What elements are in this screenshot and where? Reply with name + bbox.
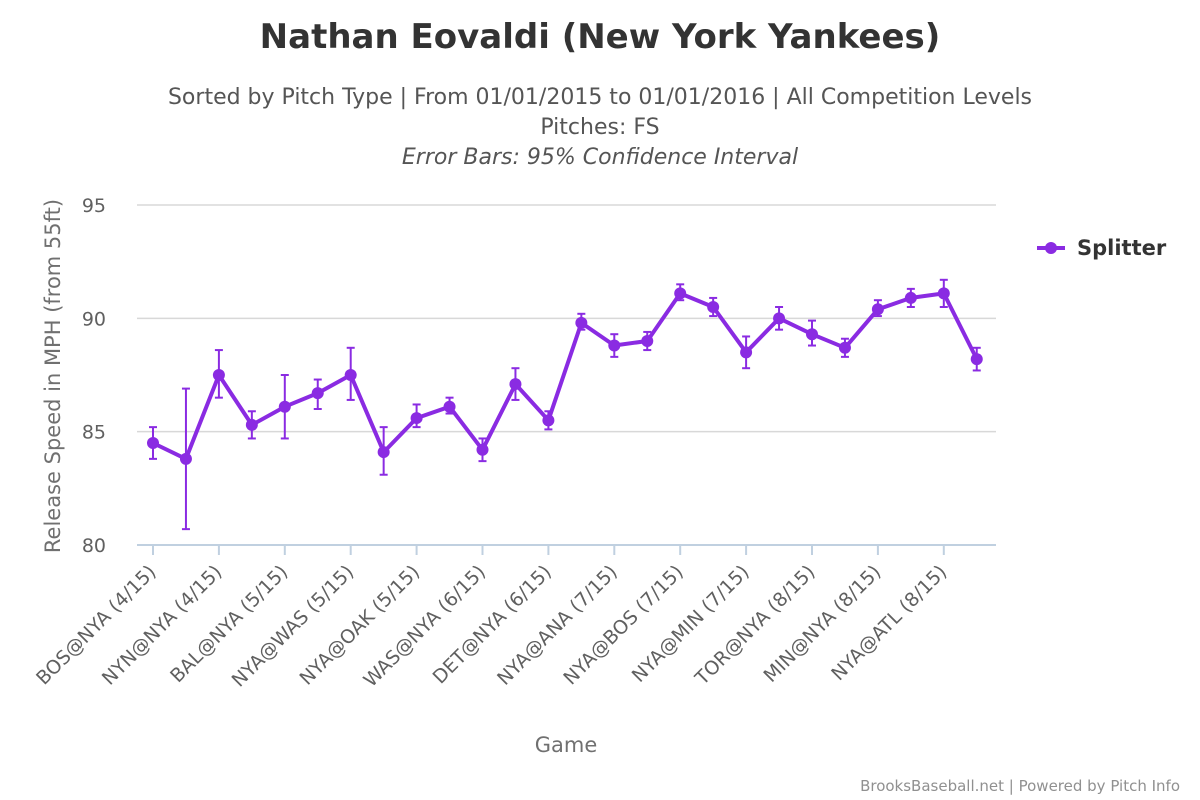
data-point[interactable] — [278, 400, 291, 413]
legend-item-splitter[interactable]: Splitter — [1077, 236, 1167, 260]
data-point[interactable] — [773, 312, 786, 325]
data-point[interactable] — [707, 301, 720, 313]
chart-subtitle-line-3: Error Bars: 95% Confidence Interval — [402, 145, 798, 170]
x-tick-label: WAS@NYA (6/15) — [359, 561, 490, 692]
data-point[interactable] — [575, 316, 588, 329]
plot-area — [147, 278, 983, 531]
y-axis-ticks: 80 85 90 95 — [82, 195, 106, 557]
data-point[interactable] — [212, 369, 225, 381]
x-tick-label: NYN@NYA (4/15) — [98, 561, 227, 690]
x-tick-label: NYA@ANA (7/15) — [493, 561, 622, 690]
data-point[interactable] — [542, 414, 555, 427]
x-tick-label: NYA@OAK (5/15) — [295, 561, 424, 690]
data-point[interactable] — [377, 446, 390, 459]
x-tick-label: DET@NYA (6/15) — [429, 561, 556, 688]
x-tick-label: MIN@NYA (8/15) — [760, 561, 886, 687]
data-point[interactable] — [443, 400, 456, 413]
data-point[interactable] — [838, 341, 851, 354]
data-point[interactable] — [311, 387, 324, 400]
data-point[interactable] — [806, 328, 818, 341]
x-tick-label: BOS@NYA (4/15) — [32, 561, 160, 689]
data-point[interactable] — [641, 335, 654, 347]
chart-subtitle-line-1: Sorted by Pitch Type | From 01/01/2015 t… — [168, 85, 1032, 110]
data-point[interactable] — [410, 412, 423, 425]
data-point[interactable] — [937, 287, 950, 300]
x-axis-ticks: BOS@NYA (4/15)NYN@NYA (4/15)BAL@NYA (5/1… — [32, 545, 951, 692]
data-point[interactable] — [476, 443, 489, 456]
data-point[interactable] — [871, 303, 884, 316]
x-tick-label: NYA@ATL (8/15) — [827, 561, 951, 685]
data-point[interactable] — [509, 378, 522, 391]
x-tick-label: BAL@NYA (5/15) — [166, 561, 292, 687]
data-point[interactable] — [608, 339, 621, 352]
x-axis-title: Game — [535, 733, 598, 757]
y-tick-label: 80 — [82, 535, 106, 557]
data-point[interactable] — [970, 353, 983, 366]
data-point[interactable] — [674, 287, 687, 300]
data-point[interactable] — [740, 346, 753, 359]
y-tick-label: 85 — [82, 422, 106, 444]
data-point[interactable] — [179, 452, 192, 465]
x-tick-label: NYA@WAS (5/15) — [228, 561, 359, 692]
legend[interactable]: Splitter — [1037, 236, 1167, 260]
x-tick-label: NYA@MIN (7/15) — [628, 561, 754, 687]
y-tick-label: 95 — [82, 195, 106, 217]
legend-point-marker — [1045, 242, 1057, 254]
y-tick-label: 90 — [82, 308, 106, 330]
chart-title: Nathan Eovaldi (New York Yankees) — [260, 17, 941, 57]
data-point[interactable] — [147, 437, 159, 449]
y-axis-title: Release Speed in MPH (from 55ft) — [41, 199, 65, 553]
x-tick-label: NYA@BOS (7/15) — [559, 561, 687, 689]
data-point[interactable] — [245, 418, 258, 431]
data-point[interactable] — [344, 369, 357, 381]
x-tick-label: TOR@NYA (8/15) — [690, 561, 819, 690]
credits[interactable]: BrooksBaseball.net | Powered by Pitch In… — [860, 777, 1180, 795]
gridlines — [137, 204, 996, 433]
data-point[interactable] — [904, 291, 917, 304]
chart-subtitle-line-2: Pitches: FS — [540, 115, 659, 140]
